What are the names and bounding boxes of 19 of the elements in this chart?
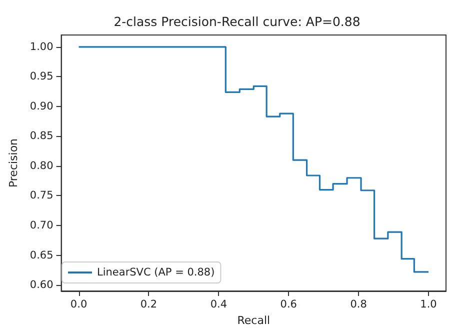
x-tick-label: 0.2 <box>140 298 158 310</box>
y-tick-label: 0.90 <box>30 100 54 112</box>
y-tick-label: 0.75 <box>30 190 54 202</box>
y-tick-label: 0.85 <box>30 130 54 142</box>
x-tick-label: 0.4 <box>210 298 228 310</box>
x-tick-label: 0.0 <box>70 298 88 310</box>
y-axis-title: Precision <box>7 138 20 188</box>
x-tick-label: 1.0 <box>420 298 437 310</box>
legend-label: LinearSVC (AP = 0.88) <box>97 266 215 278</box>
y-tick-label: 0.70 <box>30 220 54 232</box>
x-axis-title: Recall <box>237 314 270 327</box>
y-tick-label: 0.65 <box>30 249 54 262</box>
chart-title: 2-class Precision-Recall curve: AP=0.88 <box>114 14 360 29</box>
y-tick-label: 1.00 <box>30 40 54 53</box>
y-tick-label: 0.80 <box>30 160 54 172</box>
y-tick-label: 0.60 <box>30 279 54 292</box>
y-tick-label: 0.95 <box>30 70 54 83</box>
x-tick-label: 0.6 <box>280 298 298 310</box>
x-tick-label: 0.8 <box>350 298 367 310</box>
